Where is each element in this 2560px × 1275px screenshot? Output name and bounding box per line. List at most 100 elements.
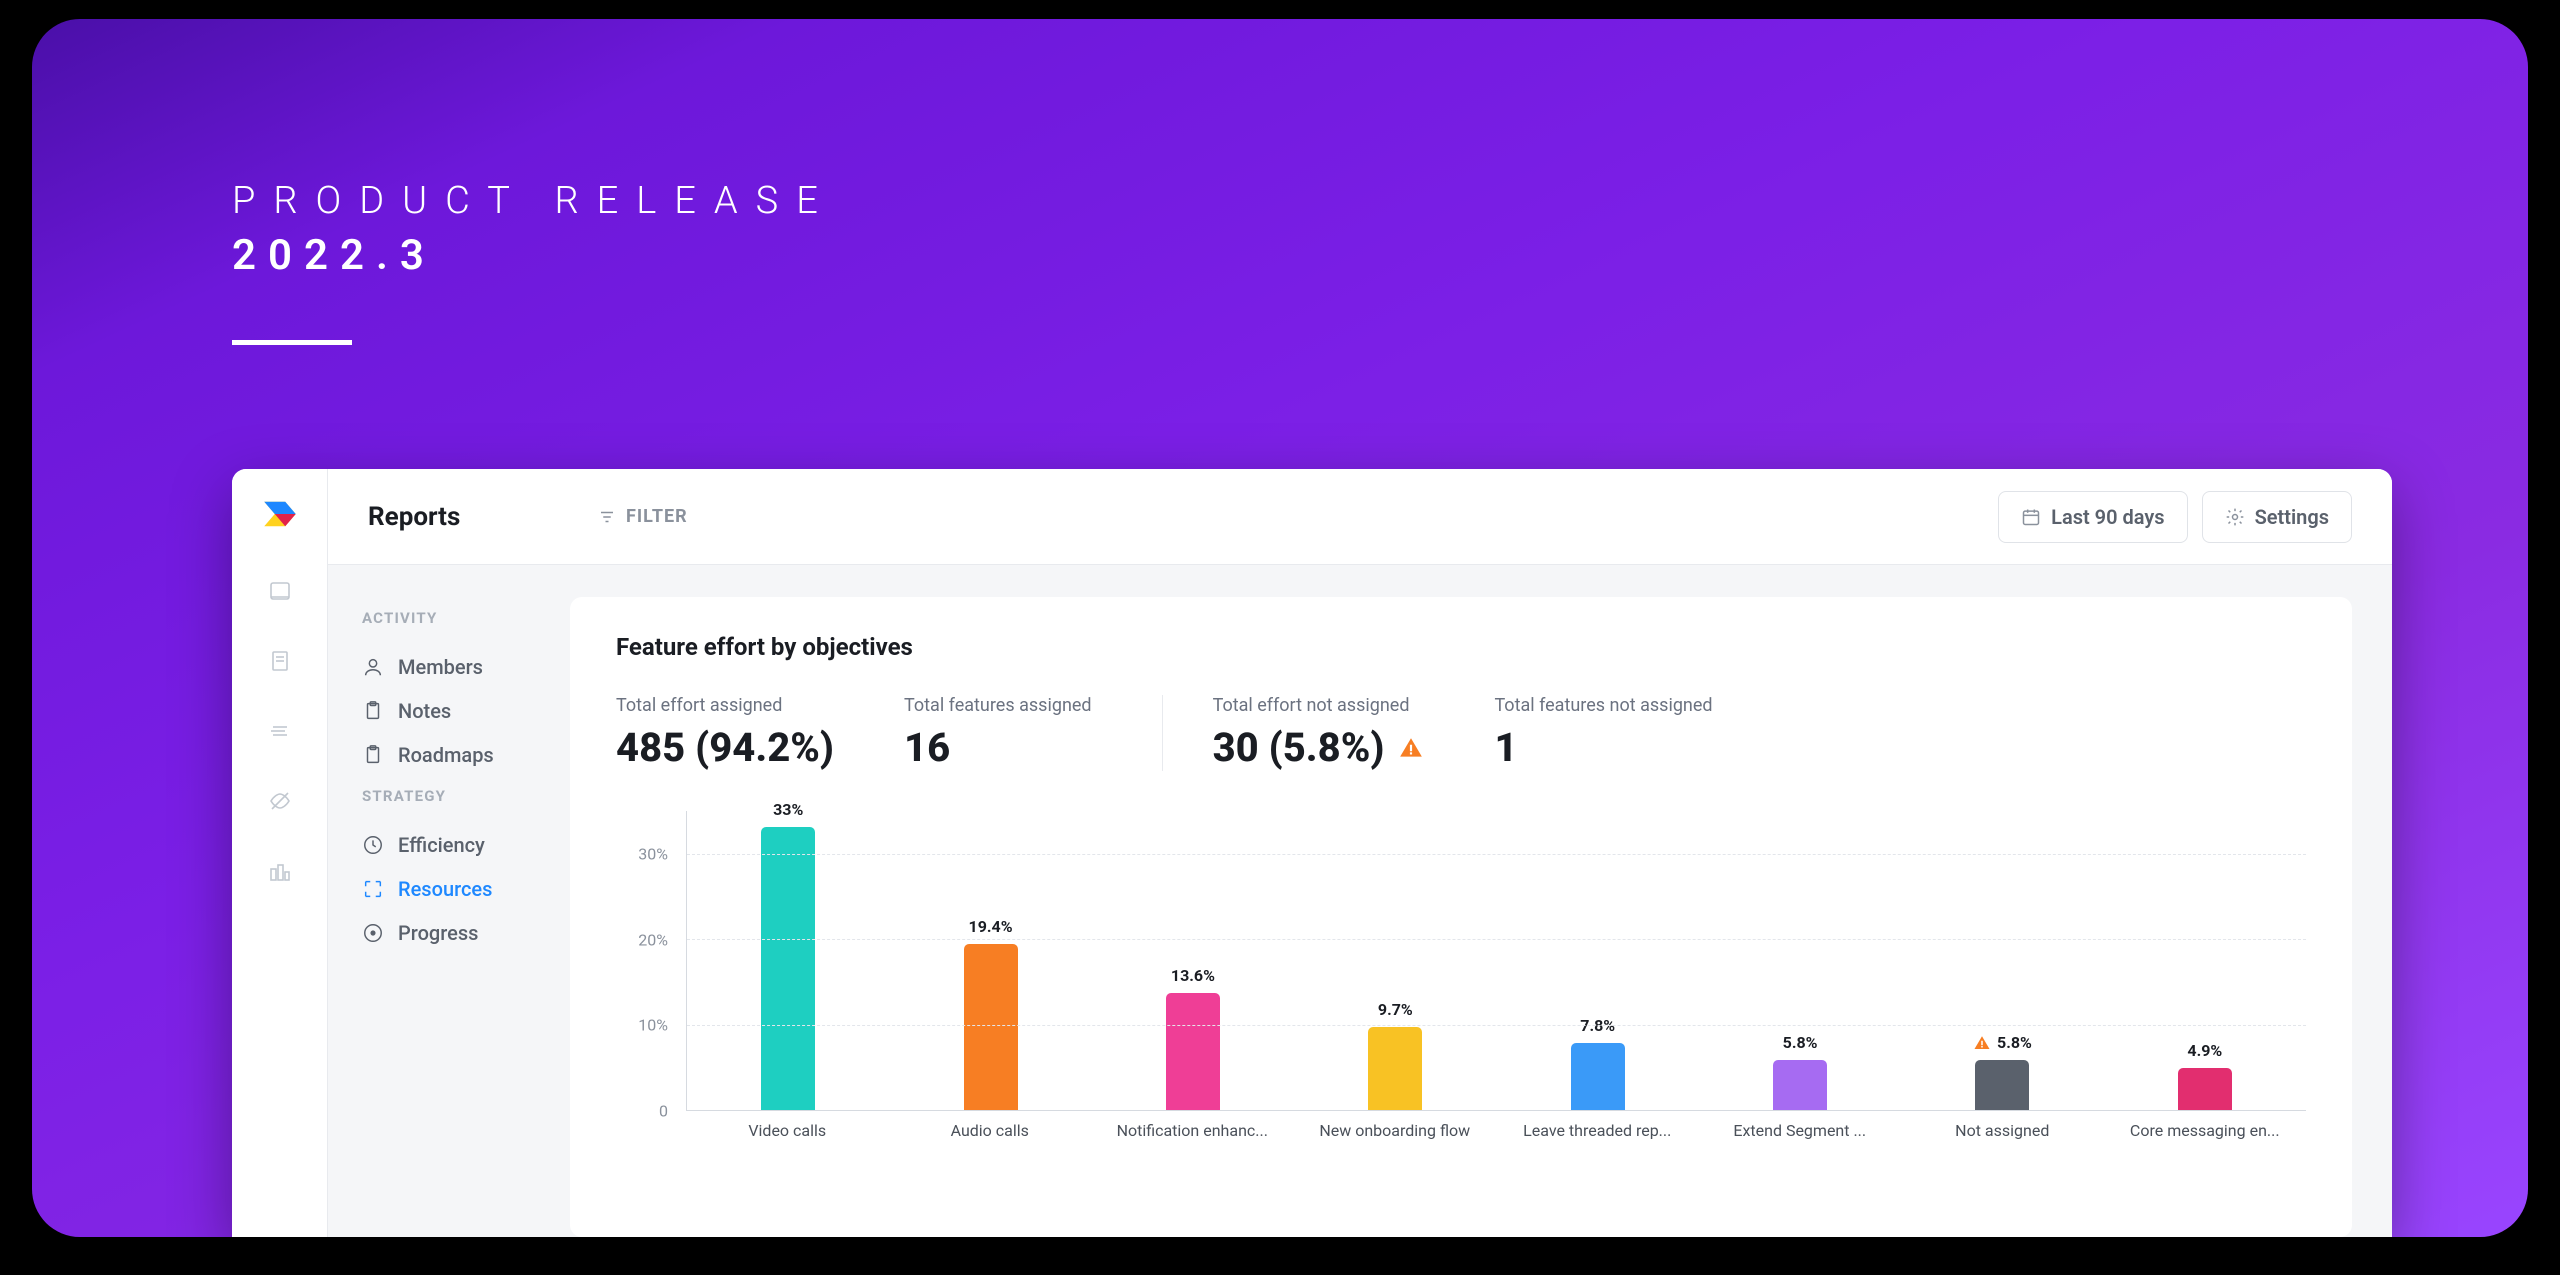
rail-doc-icon[interactable] [266, 647, 294, 675]
report-card: Feature effort by objectives Total effor… [570, 597, 2352, 1237]
daterange-label: Last 90 days [2051, 505, 2164, 529]
app-logo[interactable] [259, 493, 301, 535]
banner-line2: 2022.3 [232, 231, 836, 280]
bar-value-label: 5.8% [1973, 1033, 2032, 1052]
bar [1368, 1027, 1422, 1110]
stat-value: 16 [904, 724, 1092, 771]
bar-chart: 010%20%30% 33%19.4%13.6%9.7%7.8%5.8%5.8%… [616, 811, 2306, 1171]
rail-buildings-icon[interactable] [266, 857, 294, 885]
settings-button[interactable]: Settings [2202, 491, 2352, 543]
bar-group[interactable]: 5.8% [1907, 1033, 2097, 1110]
stat-label: Total effort not assigned [1213, 695, 1425, 716]
x-axis-label: Not assigned [1907, 1121, 2097, 1140]
sidebar-section-heading: ACTIVITY [362, 609, 560, 627]
sidebar-item-notes[interactable]: Notes [362, 689, 560, 733]
filter-icon [598, 508, 616, 526]
stat-block: Total features assigned 16 [904, 695, 1162, 771]
bar [1571, 1043, 1625, 1110]
plot-area: 33%19.4%13.6%9.7%7.8%5.8%5.8%4.9% [686, 811, 2306, 1111]
banner-rule [232, 340, 352, 345]
bar-group[interactable]: 5.8% [1705, 1033, 1895, 1110]
gear-icon [2225, 507, 2245, 527]
sidebar-item-resources[interactable]: Resources [362, 867, 560, 911]
x-axis-label: Core messaging en... [2110, 1121, 2300, 1140]
bar [2178, 1068, 2232, 1110]
sidebar: ACTIVITY Members Notes Roadmaps STRATEGY Effi… [328, 565, 560, 1237]
y-tick: 10% [638, 1016, 668, 1035]
bar-value-label: 33% [773, 800, 803, 819]
stat-label: Total features not assigned [1494, 695, 1712, 716]
rail-hide-icon[interactable] [266, 787, 294, 815]
bar-group[interactable]: 9.7% [1300, 1000, 1490, 1110]
sidebar-item-label: Roadmaps [398, 743, 494, 767]
grid-line [687, 854, 2306, 855]
stat-label: Total effort assigned [616, 695, 834, 716]
sidebar-item-members[interactable]: Members [362, 645, 560, 689]
bar-value-label: 5.8% [1783, 1033, 1818, 1052]
x-axis-label: Audio calls [895, 1121, 1085, 1140]
daterange-button[interactable]: Last 90 days [1998, 491, 2187, 543]
bar-group[interactable]: 33% [693, 800, 883, 1110]
x-axis-labels: Video calls Audio calls Notification enhan… [686, 1121, 2306, 1140]
card-title: Feature effort by objectives [616, 633, 2306, 661]
sidebar-item-label: Efficiency [398, 833, 485, 857]
bar-value-label: 19.4% [969, 917, 1013, 936]
bar-group[interactable]: 19.4% [896, 917, 1086, 1110]
stat-block: Total effort not assigned 30 (5.8%) [1213, 695, 1495, 771]
grid-line [687, 1025, 2306, 1026]
x-axis-label: Video calls [692, 1121, 882, 1140]
filter-button[interactable]: FILTER [598, 506, 688, 527]
sidebar-item-label: Progress [398, 921, 478, 945]
main-area: Reports FILTER Last 90 days Settings ACT… [328, 469, 2392, 1237]
bar [1975, 1060, 2029, 1110]
y-axis: 010%20%30% [616, 811, 686, 1111]
bar-group[interactable]: 4.9% [2110, 1041, 2300, 1110]
rail-board-icon[interactable] [266, 577, 294, 605]
y-tick: 0 [659, 1102, 668, 1121]
sidebar-item-label: Resources [398, 877, 492, 901]
stat-value: 485 (94.2%) [616, 724, 834, 771]
sidebar-item-efficiency[interactable]: Efficiency [362, 823, 560, 867]
calendar-icon [2021, 507, 2041, 527]
bar-value-label: 4.9% [2187, 1041, 2222, 1060]
stat-value: 1 [1494, 724, 1712, 771]
sidebar-item-roadmaps[interactable]: Roadmaps [362, 733, 560, 777]
bar-group[interactable]: 7.8% [1503, 1016, 1693, 1110]
x-axis-label: Extend Segment ... [1705, 1121, 1895, 1140]
banner-line1: PRODUCT RELEASE [232, 179, 836, 223]
content-area: Feature effort by objectives Total effor… [560, 565, 2392, 1237]
nav-rail [232, 469, 328, 1237]
x-axis-label: New onboarding flow [1300, 1121, 1490, 1140]
y-tick: 20% [638, 930, 668, 949]
bar [1166, 993, 1220, 1110]
bar-value-label: 13.6% [1171, 966, 1215, 985]
bar [761, 827, 815, 1110]
y-tick: 30% [638, 844, 668, 863]
grid-line [687, 939, 2306, 940]
bar-group[interactable]: 13.6% [1098, 966, 1288, 1110]
sidebar-item-progress[interactable]: Progress [362, 911, 560, 955]
sidebar-section-heading: STRATEGY [362, 787, 560, 805]
settings-label: Settings [2255, 505, 2329, 529]
rail-list-icon[interactable] [266, 717, 294, 745]
page-title: Reports [368, 502, 598, 532]
banner-heading: PRODUCT RELEASE 2022.3 [232, 179, 836, 345]
app-window: Reports FILTER Last 90 days Settings ACT… [232, 469, 2392, 1237]
stats-row: Total effort assigned 485 (94.2%) Total fe… [616, 695, 2306, 771]
stat-label: Total features assigned [904, 695, 1092, 716]
promo-canvas: PRODUCT RELEASE 2022.3 [32, 19, 2528, 1237]
sidebar-item-label: Members [398, 655, 483, 679]
bar [1773, 1060, 1827, 1110]
x-axis-label: Notification enhanc... [1097, 1121, 1287, 1140]
body: ACTIVITY Members Notes Roadmaps STRATEGY Effi… [328, 565, 2392, 1237]
stat-block: Total features not assigned 1 [1494, 695, 1782, 771]
topbar: Reports FILTER Last 90 days Settings [328, 469, 2392, 565]
bar-value-label: 7.8% [1580, 1016, 1615, 1035]
filter-label: FILTER [626, 506, 688, 527]
sidebar-item-label: Notes [398, 699, 451, 723]
stat-divider [1162, 695, 1163, 771]
stat-value: 30 (5.8%) [1213, 724, 1425, 771]
stat-block: Total effort assigned 485 (94.2%) [616, 695, 904, 771]
x-axis-label: Leave threaded rep... [1502, 1121, 1692, 1140]
bar-value-label: 9.7% [1378, 1000, 1413, 1019]
